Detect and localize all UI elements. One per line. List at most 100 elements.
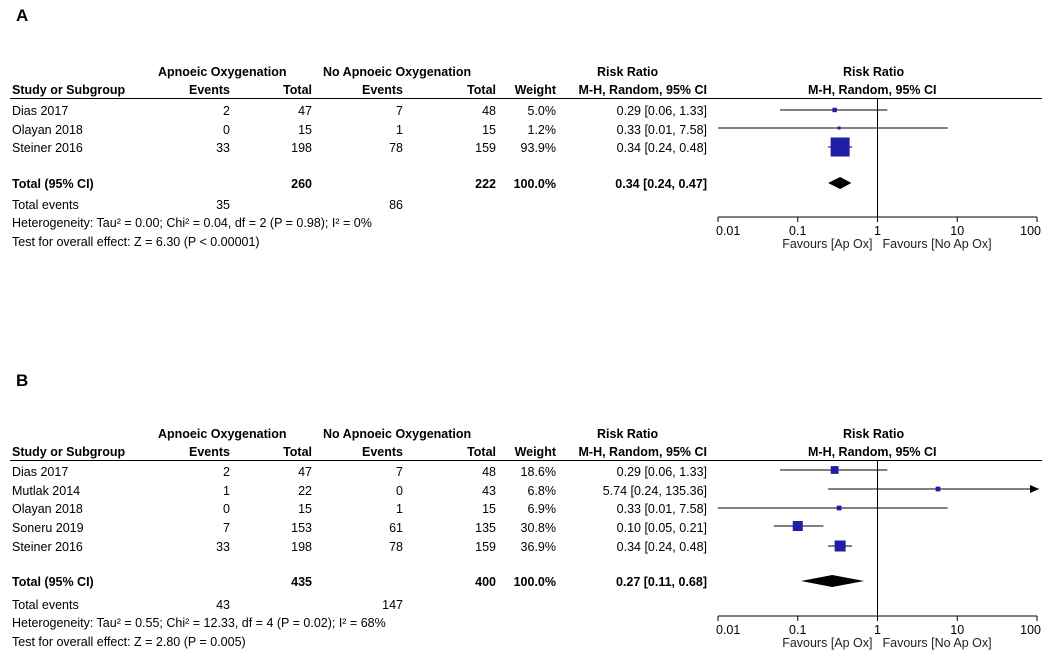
weight: 6.9% xyxy=(527,502,557,516)
ci-text: 0.29 [0.06, 1.33] xyxy=(616,104,707,118)
panel-label: A xyxy=(16,6,29,25)
overall-effect-text: Test for overall effect: Z = 2.80 (P = 0… xyxy=(12,635,246,649)
total2: 222 xyxy=(475,177,496,191)
total1: 435 xyxy=(291,575,312,589)
total1: 153 xyxy=(291,521,312,535)
group2-header: No Apnoeic Oxygenation xyxy=(323,427,472,441)
favours-right-label: Favours [No Ap Ox] xyxy=(883,237,992,251)
col-total1: Total xyxy=(283,83,312,97)
total-label: Total (95% CI) xyxy=(12,177,94,191)
group1-header: Apnoeic Oxygenation xyxy=(158,427,287,441)
total-weight: 100.0% xyxy=(513,575,556,589)
x-tick-label: 0.01 xyxy=(716,224,740,238)
favours-right-label: Favours [No Ap Ox] xyxy=(883,636,992,650)
total2: 159 xyxy=(475,540,496,554)
events1: 0 xyxy=(223,502,230,516)
col-study: Study or Subgroup xyxy=(12,445,126,459)
study-marker xyxy=(830,137,850,157)
total2: 159 xyxy=(475,141,496,155)
weight: 1.2% xyxy=(527,123,557,137)
events1: 0 xyxy=(223,123,230,137)
risk-ratio-col-title: Risk Ratio xyxy=(597,427,659,441)
total-label: Total (95% CI) xyxy=(12,575,94,589)
events2: 78 xyxy=(389,540,403,554)
events1: 33 xyxy=(216,141,230,155)
total1: 47 xyxy=(298,104,312,118)
study-marker xyxy=(832,107,837,113)
x-tick-label: 100 xyxy=(1020,623,1041,637)
study-marker xyxy=(792,520,803,532)
events2: 147 xyxy=(382,598,403,612)
total-ci-text: 0.27 [0.11, 0.68] xyxy=(615,575,707,589)
col-total1: Total xyxy=(283,445,312,459)
total2: 400 xyxy=(475,575,496,589)
forest-plot-panel-a: A Apnoeic Oxygenation No Apnoeic Oxygena… xyxy=(0,0,1053,300)
study-marker xyxy=(837,126,841,130)
total2: 15 xyxy=(482,123,496,137)
ci-text: 0.34 [0.24, 0.48] xyxy=(616,141,707,155)
study-name: Dias 2017 xyxy=(12,104,69,118)
x-tick-label: 1 xyxy=(874,224,881,238)
group1-header: Apnoeic Oxygenation xyxy=(158,65,287,79)
weight: 18.6% xyxy=(520,465,556,479)
events2: 7 xyxy=(396,104,403,118)
ci-text: 0.10 [0.05, 0.21] xyxy=(616,521,707,535)
col-total2: Total xyxy=(467,83,496,97)
total-events-label: Total events xyxy=(12,198,79,212)
weight: 36.9% xyxy=(520,540,556,554)
study-name: Steiner 2016 xyxy=(12,540,83,554)
x-tick-label: 0.1 xyxy=(789,623,806,637)
total1: 15 xyxy=(298,502,312,516)
study-name: Olayan 2018 xyxy=(12,502,83,516)
favours-left-label: Favours [Ap Ox] xyxy=(782,237,872,251)
total-weight: 100.0% xyxy=(513,177,556,191)
study-name: Steiner 2016 xyxy=(12,141,83,155)
study-name: Mutlak 2014 xyxy=(12,484,81,498)
study-marker xyxy=(834,540,846,552)
events2: 7 xyxy=(396,465,403,479)
col-events2: Events xyxy=(362,445,403,459)
panel-label: B xyxy=(16,371,29,390)
total1: 22 xyxy=(298,484,312,498)
x-tick-label: 10 xyxy=(950,224,964,238)
total2: 43 xyxy=(482,484,496,498)
events1: 7 xyxy=(223,521,230,535)
events1: 35 xyxy=(216,198,230,212)
ci-text: 0.34 [0.24, 0.48] xyxy=(616,540,707,554)
forest-plot-a: 0.01 0.1 1 10 100 Favours [Ap Ox] Favours [No … xyxy=(716,99,1041,251)
col-weight: Weight xyxy=(514,445,556,459)
total-ci-text: 0.34 [0.24, 0.47] xyxy=(615,177,707,191)
total-events-label: Total events xyxy=(12,598,79,612)
events2: 61 xyxy=(389,521,403,535)
study-marker xyxy=(836,505,842,511)
x-tick-label: 0.01 xyxy=(716,623,740,637)
group2-header: No Apnoeic Oxygenation xyxy=(323,65,472,79)
events2: 0 xyxy=(396,484,403,498)
pooled-diamond xyxy=(828,177,852,189)
total1: 15 xyxy=(298,123,312,137)
plot-method: M-H, Random, 95% CI xyxy=(808,83,937,97)
events1: 1 xyxy=(223,484,230,498)
events2: 78 xyxy=(389,141,403,155)
plot-title: Risk Ratio xyxy=(843,65,905,79)
plot-title: Risk Ratio xyxy=(843,427,905,441)
col-events1: Events xyxy=(189,445,230,459)
col-weight: Weight xyxy=(514,83,556,97)
x-tick-label: 0.1 xyxy=(789,224,806,238)
col-study: Study or Subgroup xyxy=(12,83,126,97)
risk-ratio-col-title: Risk Ratio xyxy=(597,65,659,79)
header-divider xyxy=(10,98,1042,99)
total1: 260 xyxy=(291,177,312,191)
study-marker xyxy=(830,466,839,474)
total1: 198 xyxy=(291,540,312,554)
weight: 5.0% xyxy=(527,104,557,118)
header-divider xyxy=(10,460,1042,461)
total2: 135 xyxy=(475,521,496,535)
ci-text: 5.74 [0.24, 135.36] xyxy=(602,484,707,498)
weight: 6.8% xyxy=(527,484,557,498)
study-name: Soneru 2019 xyxy=(12,521,84,535)
col-method: M-H, Random, 95% CI xyxy=(578,445,708,459)
events2: 1 xyxy=(396,502,403,516)
